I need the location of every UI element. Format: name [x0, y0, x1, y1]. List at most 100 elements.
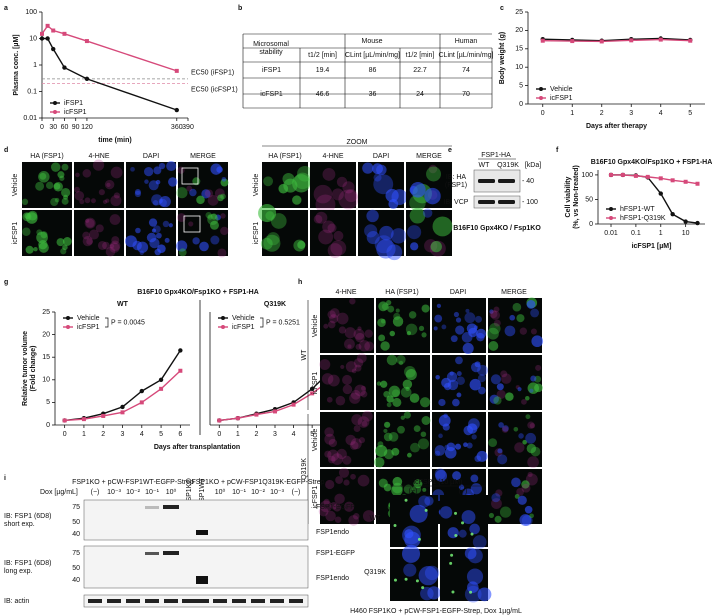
marker [609, 172, 614, 177]
cell-signal [153, 166, 162, 175]
band [251, 599, 265, 603]
cell-signal [75, 172, 80, 178]
table-cell: icFSP1 [260, 91, 283, 98]
cell-signal [413, 425, 421, 432]
cell-signal [476, 450, 488, 462]
table-header: stability [259, 49, 283, 56]
legend-swatch [53, 110, 57, 114]
marker [84, 76, 90, 82]
cell-signal [130, 166, 135, 172]
x-tick-label: 90 [72, 124, 80, 131]
cell-signal [353, 328, 365, 340]
legend-swatch [221, 316, 225, 320]
y-tick-label: 15 [42, 354, 50, 361]
channel-label: DAPI [143, 153, 159, 160]
reference-label: EC50 (iFSP1) [191, 70, 234, 77]
cell-signal [331, 453, 343, 465]
cell-signal [340, 364, 345, 369]
cell-signal [477, 587, 492, 602]
cell-signal [220, 226, 229, 236]
cell-signal [434, 450, 441, 457]
cell-signal [345, 361, 357, 373]
channel-label: MERGE [416, 153, 442, 160]
x-tick-label: 30 [49, 124, 57, 131]
gfp-signal [449, 561, 453, 565]
x-tick-label: 10 [682, 230, 690, 237]
legend-swatch [609, 207, 613, 211]
legend-label: icFSP1 [232, 324, 255, 331]
cell-signal [470, 474, 479, 483]
cell-signal [446, 442, 456, 452]
cell-signal [527, 471, 533, 478]
dox-value: (−) [292, 489, 301, 496]
cell-signal [424, 187, 441, 205]
cell-signal [82, 169, 92, 178]
cell-signal [384, 421, 391, 428]
series-line [542, 37, 691, 42]
micrograph [320, 355, 374, 410]
cell-signal [406, 330, 412, 336]
marker [633, 173, 638, 178]
cell-signal [109, 214, 121, 225]
cell-signal [522, 439, 527, 445]
x-axis-label: time (min) [98, 137, 131, 144]
cell-signal [342, 384, 353, 395]
cell-signal [509, 314, 516, 321]
cell-signal [530, 328, 537, 335]
blot-label: (FSP1) [445, 182, 467, 189]
lane-label: FSP1KO [186, 478, 193, 506]
band [107, 599, 121, 603]
cell-signal [517, 387, 522, 392]
lane-label: WT [479, 162, 491, 169]
cell-signal [327, 320, 336, 329]
cell-signal [435, 375, 440, 380]
cell-signal [176, 213, 186, 223]
marker [273, 409, 277, 414]
legend-label: hFSP1-Q319K [620, 215, 666, 222]
cell-signal [158, 198, 164, 204]
cell-signal [110, 166, 123, 179]
cell-signal [168, 177, 178, 187]
cell-signal [60, 248, 67, 255]
cell-signal [525, 414, 531, 420]
y-axis-label: Cell viability [565, 176, 572, 217]
cell-signal [189, 188, 197, 197]
cell-signal [386, 354, 398, 366]
cell-signal [354, 384, 366, 397]
cell-signal [350, 389, 361, 400]
cell-signal [97, 240, 107, 250]
cell-signal [418, 325, 425, 332]
cell-signal [463, 442, 468, 448]
construct-label: FSP1-HA [481, 152, 511, 159]
cell-signal [61, 187, 71, 198]
cell-signal [493, 396, 502, 405]
cell-signal [488, 438, 498, 448]
cell-signal [455, 317, 462, 323]
cell-signal [178, 248, 187, 257]
cell-signal [326, 396, 333, 403]
group-label: WT [301, 349, 308, 361]
band-label: FSP1endo [316, 529, 349, 536]
cell-signal [438, 398, 446, 407]
cell-signal [366, 231, 380, 245]
cell-signal [53, 181, 63, 192]
cell-signal [335, 476, 344, 484]
cell-signal [321, 373, 334, 385]
cell-signal [158, 162, 166, 170]
dox-value: (−) [91, 489, 100, 496]
cell-signal [388, 385, 401, 398]
cell-signal [109, 240, 121, 252]
cell-signal [260, 237, 273, 250]
row-label: Vehicle [253, 174, 260, 197]
y-tick-label: 100 [581, 172, 593, 179]
marker [84, 39, 89, 44]
table-cell: 46.6 [316, 91, 330, 98]
marker [139, 388, 144, 394]
y-tick-label: 5 [46, 399, 50, 406]
cell-signal [434, 468, 446, 480]
gfp-signal [404, 577, 408, 581]
gfp-signal [469, 590, 473, 594]
chart-title: B16F10 Gpx4KO/Fsp1KO + FSP1-HA [591, 159, 713, 166]
cell-signal [438, 414, 451, 427]
cell-signal [377, 441, 384, 448]
